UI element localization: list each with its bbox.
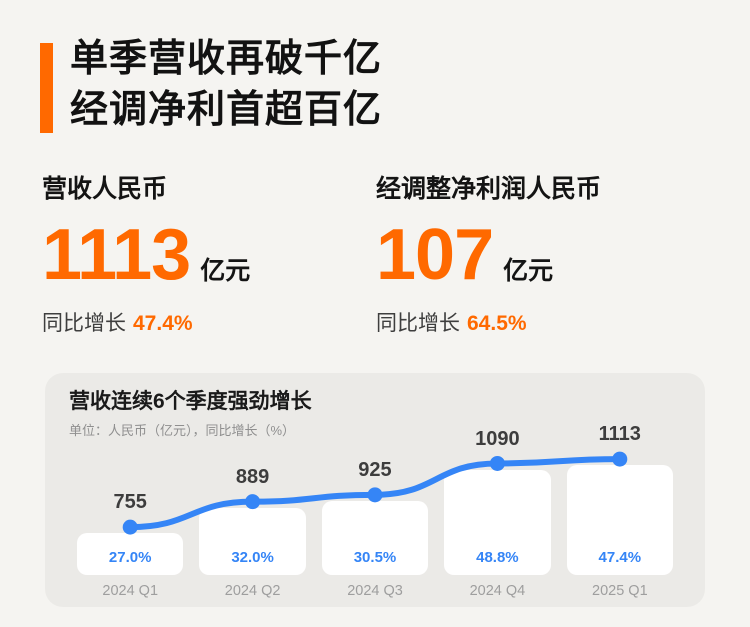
kpi-profit-growth: 同比增长 64.5% (376, 307, 710, 337)
data-point-dot (367, 487, 383, 503)
bar-percent-label: 32.0% (231, 549, 274, 567)
data-point-value: 889 (235, 465, 270, 488)
data-point-dot (245, 494, 261, 510)
kpi-profit-growth-label: 同比增长 (376, 312, 460, 336)
kpi-revenue-label: 营收人民币 (42, 175, 168, 204)
chart-bar: 27.0% (77, 533, 184, 576)
data-point-dot (489, 456, 505, 472)
x-axis-label: 2024 Q2 (224, 583, 281, 600)
x-axis-label: 2024 Q1 (102, 583, 159, 600)
data-point-value: 755 (113, 491, 147, 514)
chart-bar: 48.8% (444, 469, 551, 576)
kpi-revenue-growth-label: 同比增长 (42, 312, 126, 336)
kpi-profit-growth-value: 64.5% (467, 312, 527, 336)
chart-card: 营收连续6个季度强劲增长 单位：人民币（亿元），同比增长（%） 27.0% 32.… (45, 373, 705, 608)
data-point-value: 1113 (598, 423, 641, 446)
data-point-value: 1090 (475, 427, 520, 450)
kpi-row: 营收人民币 1113 亿元 同比增长 47.4% 经调整净利润人民币 107 亿元… (42, 169, 710, 337)
title-line-1: 单季营收再破千亿 (70, 38, 383, 80)
x-axis-label: 2024 Q3 (347, 583, 403, 600)
bar-percent-label: 30.5% (353, 549, 397, 567)
bar-percent-label: 48.8% (476, 549, 519, 567)
kpi-revenue-growth: 同比增长 47.4% (42, 307, 376, 337)
bar-percent-label: 47.4% (598, 549, 642, 567)
chart-plot: 27.0% 32.0% 30.5% 48.8% 47.4% 755 889 925 1090 11… (69, 423, 681, 576)
trend-line-svg (122, 451, 628, 535)
data-point-dot (612, 451, 628, 467)
chart-subtitle: 单位：人民币（亿元），同比增长（%） (69, 423, 296, 439)
data-point-value: 925 (358, 459, 392, 482)
x-axis: 2024 Q1 2024 Q2 2024 Q3 2024 Q4 2025 Q1 (69, 583, 681, 599)
earnings-infographic: 单季营收再破千亿 经调净利首超百亿 营收人民币 1113 亿元 同比增长 47.4… (0, 0, 750, 608)
kpi-profit: 经调整净利润人民币 107 亿元 同比增长 64.5% (376, 169, 710, 337)
kpi-revenue-growth-value: 47.4% (133, 312, 193, 336)
kpi-profit-unit: 亿元 (503, 257, 554, 286)
chart-title: 营收连续6个季度强劲增长 (69, 390, 312, 414)
kpi-revenue-unit: 亿元 (200, 257, 251, 286)
x-axis-label: 2025 Q1 (592, 583, 648, 600)
accent-bar (40, 43, 53, 133)
kpi-profit-value: 107 (376, 215, 494, 296)
page-title: 单季营收再破千亿 经调净利首超百亿 (70, 34, 382, 135)
kpi-profit-number: 107 亿元 (376, 219, 710, 291)
title-line-2: 经调净利首超百亿 (70, 88, 383, 131)
chart-bar: 47.4% (566, 465, 673, 576)
kpi-revenue-value: 1113 (42, 215, 191, 296)
chart-bar: 30.5% (321, 501, 429, 576)
x-axis-label: 2024 Q4 (469, 583, 526, 600)
bar-percent-label: 27.0% (108, 549, 152, 567)
kpi-profit-label: 经调整净利润人民币 (376, 175, 602, 204)
chart-bar: 32.0% (199, 507, 306, 576)
data-point-dot (122, 519, 138, 535)
kpi-revenue: 营收人民币 1113 亿元 同比增长 47.4% (42, 169, 376, 337)
header: 单季营收再破千亿 经调净利首超百亿 (0, 0, 750, 135)
kpi-revenue-number: 1113 亿元 (42, 219, 376, 291)
